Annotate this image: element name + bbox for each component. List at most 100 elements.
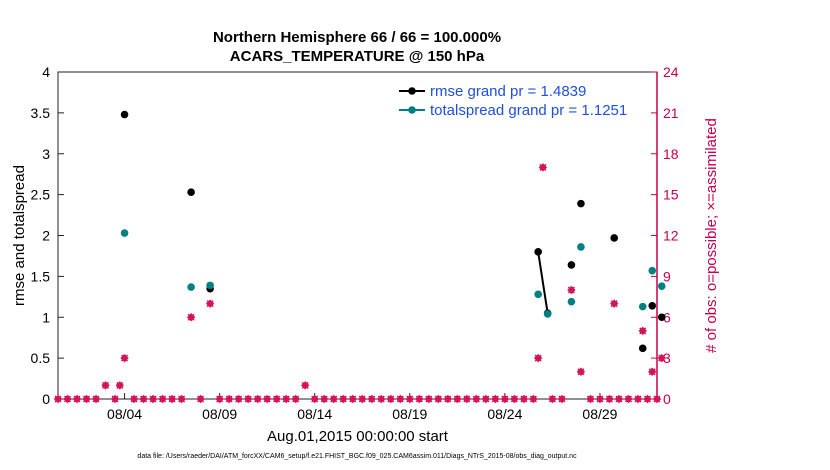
series-point [543,310,552,318]
obs-zero-marker-cross [529,395,537,403]
obs-zero-marker-cross [63,395,72,403]
obs-zero-marker-cross [330,395,338,403]
obs-zero-marker-cross [377,395,385,403]
y-right-tick-label: 18 [663,146,679,162]
obs-zero-marker-cross [634,395,642,403]
x-tick-label: 08/24 [487,406,522,422]
obs-zero-marker-cross [168,395,176,403]
obs-zero-marker-cross [463,395,471,403]
obs-zero-marker-cross [643,395,652,403]
series-point [577,199,585,208]
y-tick-label: 3 [42,146,50,162]
obs-zero-marker-cross [225,395,233,403]
obs-zero-marker-cross [178,395,186,403]
obs-zero-marker-cross [111,395,119,403]
obs-zero-marker-cross [282,395,290,403]
obs-zero-marker-cross [92,395,100,403]
y-axis-left: 0 0.5 1 1.5 2 2.5 3 3.5 4 [31,64,64,407]
obs-zero-marker-cross [235,395,243,403]
legend-marker [408,87,416,95]
y-right-tick-label: 0 [663,391,671,407]
obs-zero-marker-cross [292,395,300,403]
obs-zero-marker-cross [349,395,357,403]
obs-zero-marker-cross [159,395,167,403]
obs-zero-marker-cross [653,395,661,403]
y-tick-label: 1.5 [31,268,51,284]
obs-zero-marker-cross [82,395,91,403]
x-tick-label: 08/29 [582,406,617,422]
obs-count-marker-cross [577,368,585,376]
obs-zero-marker-cross [482,395,490,403]
obs-zero-marker-cross [425,395,433,403]
chart-title: Northern Hemisphere 66 / 66 = 100.000% [213,29,501,46]
obs-zero-marker-cross [140,395,148,403]
y-tick-label: 2.5 [31,187,51,203]
series-point [648,302,657,310]
obs-count-marker-cross [567,286,575,294]
obs-zero-marker-cross [605,395,613,403]
obs-count-marker-cross [610,300,618,308]
obs-count-marker-cross [534,354,542,362]
obs-zero-marker-cross [368,395,376,403]
obs-zero-marker-cross [548,395,556,403]
obs-zero-marker-cross [586,395,594,403]
data-file-footer: data file: /Users/raeder/DAI/ATM_forcXX/… [137,453,577,460]
obs-count-marker-cross [116,381,124,389]
obs-zero-marker-cross [472,395,480,403]
y-tick-label: 1 [42,309,50,325]
y-tick-label: 0.5 [31,350,51,366]
y-axis-right: 0 3 6 9 12 15 18 21 24 [651,64,679,407]
x-tick-label: 08/19 [392,406,427,422]
y-right-tick-label: 21 [663,105,679,121]
y-tick-label: 4 [42,64,50,80]
obs-count-marker-cross [121,354,129,362]
series-point [120,229,129,237]
obs-zero-marker-cross [520,395,528,403]
obs-count-marker-cross [102,381,110,389]
obs-zero-marker-cross [415,395,423,403]
obs-zero-marker-cross [434,395,442,403]
obs-zero-marker-cross [263,395,271,403]
obs-zero-marker-cross [491,395,499,403]
obs-zero-marker-cross [149,395,157,403]
y-right-tick-label: 12 [663,228,679,244]
x-axis-label: Aug.01,2015 00:00:00 start [267,428,449,445]
series-point [534,290,542,299]
series-point [577,243,585,251]
series-point [534,248,542,256]
y-tick-label: 0 [42,391,50,407]
x-tick-label: 08/14 [297,406,332,422]
obs-zero-marker-cross [358,395,366,403]
series-point [567,297,576,306]
series-point [657,313,666,322]
series-point [638,302,647,311]
obs-zero-marker-cross [615,395,623,403]
obs-zero-marker-cross [216,395,224,403]
x-tick-label: 08/09 [202,406,237,422]
series-point [657,282,666,290]
y-right-tick-label: 6 [663,309,671,325]
y-axis-right-label: # of obs: o=possible; ×=assimilated [703,118,720,353]
obs-zero-marker-cross [254,395,262,403]
obs-count-series [53,163,666,404]
obs-count-marker-cross [301,381,309,389]
series-point [187,283,195,291]
y-axis-label: rmse and totalspread [11,165,28,306]
obs-zero-marker-cross [197,395,205,403]
obs-zero-marker-cross [453,395,461,403]
obs-zero-marker-cross [54,395,62,403]
obs-count-marker-cross [658,354,666,362]
obs-zero-marker-cross [510,395,518,403]
series-line [537,251,549,314]
obs-zero-marker-cross [320,395,328,403]
obs-zero-marker-cross [387,395,395,403]
obs-zero-marker-cross [396,395,404,403]
obs-zero-marker-cross [501,395,509,403]
obs-zero-marker-cross [73,395,81,403]
obs-zero-marker-cross [244,395,252,403]
obs-count-marker-cross [206,300,214,308]
legend-entry: rmse grand pr = 1.4839 [430,83,586,100]
legend: rmse grand pr = 1.4839 totalspread grand … [399,83,627,119]
rmse-spread-series [120,110,666,353]
